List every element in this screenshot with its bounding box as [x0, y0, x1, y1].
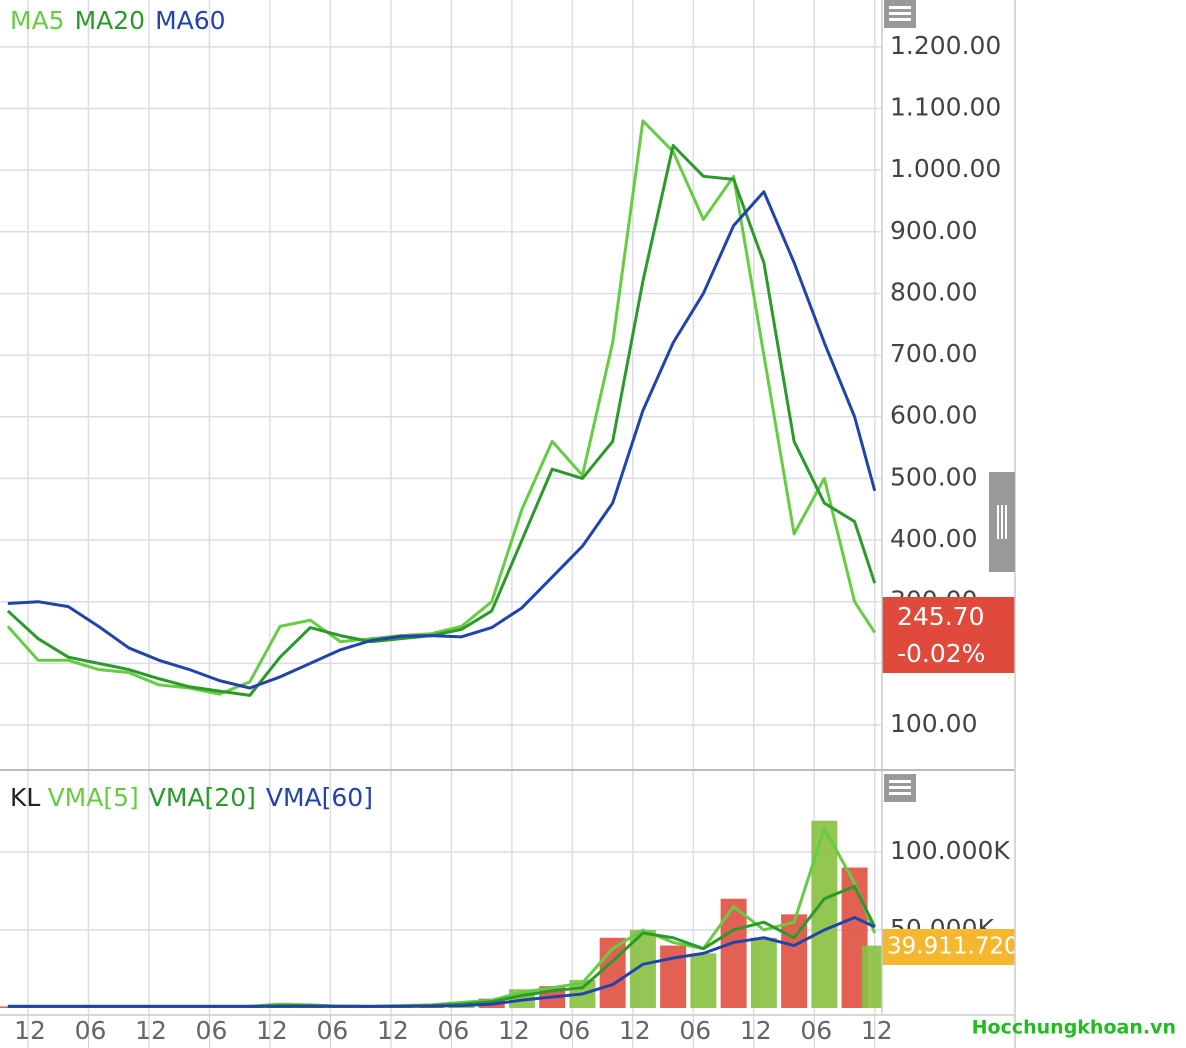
y-tick-label: 400.00	[890, 524, 977, 553]
x-tick-label: 12	[256, 1016, 288, 1045]
legend: MA5 MA20 MA60	[10, 6, 226, 35]
volume-bar	[811, 820, 838, 1008]
line-series	[7, 190, 877, 690]
y-tick-label: 1.200.00	[890, 31, 1001, 60]
y-tick-label: 900.00	[890, 216, 977, 245]
legend-item[interactable]: MA60	[155, 6, 225, 35]
plot-layer: 120612061206120612061206120612100.00200.…	[0, 0, 1019, 1048]
x-tick-label: 06	[558, 1016, 590, 1045]
x-tick-label: 12	[377, 1016, 409, 1045]
plot-area	[6, 119, 877, 697]
x-tick-label: 12	[619, 1016, 651, 1045]
price-badge	[882, 597, 1015, 673]
x-tick-label: 12	[135, 1016, 167, 1045]
x-tick-label: 12	[861, 1016, 893, 1045]
volume-bar	[781, 914, 808, 1008]
y-tick-label: 1.000.00	[890, 154, 1001, 183]
y-tick-label: 1.100.00	[890, 93, 1001, 122]
watermark: Hocchungkhoan.vn	[972, 1017, 1176, 1039]
legend: KL VMA[5] VMA[20] VMA[60]	[10, 783, 373, 812]
x-tick-label: 06	[679, 1016, 711, 1045]
line-series	[6, 119, 876, 696]
line-series	[6, 143, 877, 697]
y-tick-label: 500.00	[890, 462, 977, 491]
y-tick-label: 600.00	[890, 401, 977, 430]
plot-area	[0, 820, 882, 1008]
x-tick-label: 06	[437, 1016, 469, 1045]
volume-bar	[660, 945, 687, 1008]
x-tick-label: 12	[14, 1016, 46, 1045]
menu-icon[interactable]	[884, 774, 916, 802]
legend-item[interactable]: MA20	[75, 6, 145, 35]
y-tick-label: 800.00	[890, 277, 977, 306]
legend-item[interactable]: VMA[20]	[149, 783, 256, 812]
x-tick-label: 06	[317, 1016, 349, 1045]
volume-bar	[690, 953, 717, 1008]
scroll-handle[interactable]	[989, 472, 1015, 572]
panel-title: KL	[10, 783, 40, 812]
x-tick-label: 06	[75, 1016, 107, 1045]
volume-bar	[750, 937, 777, 1008]
x-tick-label: 12	[740, 1016, 772, 1045]
price-label: 245.70	[897, 602, 984, 631]
x-tick-label: 06	[800, 1016, 832, 1045]
x-tick-label: 06	[196, 1016, 228, 1045]
menu-icon[interactable]	[884, 0, 916, 28]
legend-item[interactable]: VMA[60]	[266, 783, 373, 812]
volume-badge	[882, 929, 1015, 965]
change-label: -0.02%	[897, 639, 985, 668]
y-tick-label: 100.000K	[890, 836, 1010, 865]
y-tick-label: 100.00	[890, 709, 977, 738]
volume-label: 39.911.720	[887, 934, 1019, 960]
y-tick-label: 700.00	[890, 339, 977, 368]
legend-item[interactable]: VMA[5]	[48, 783, 139, 812]
legend-item[interactable]: MA5	[10, 6, 65, 35]
volume-bar	[861, 945, 882, 1008]
line-series	[7, 915, 876, 1008]
x-tick-label: 12	[498, 1016, 530, 1045]
